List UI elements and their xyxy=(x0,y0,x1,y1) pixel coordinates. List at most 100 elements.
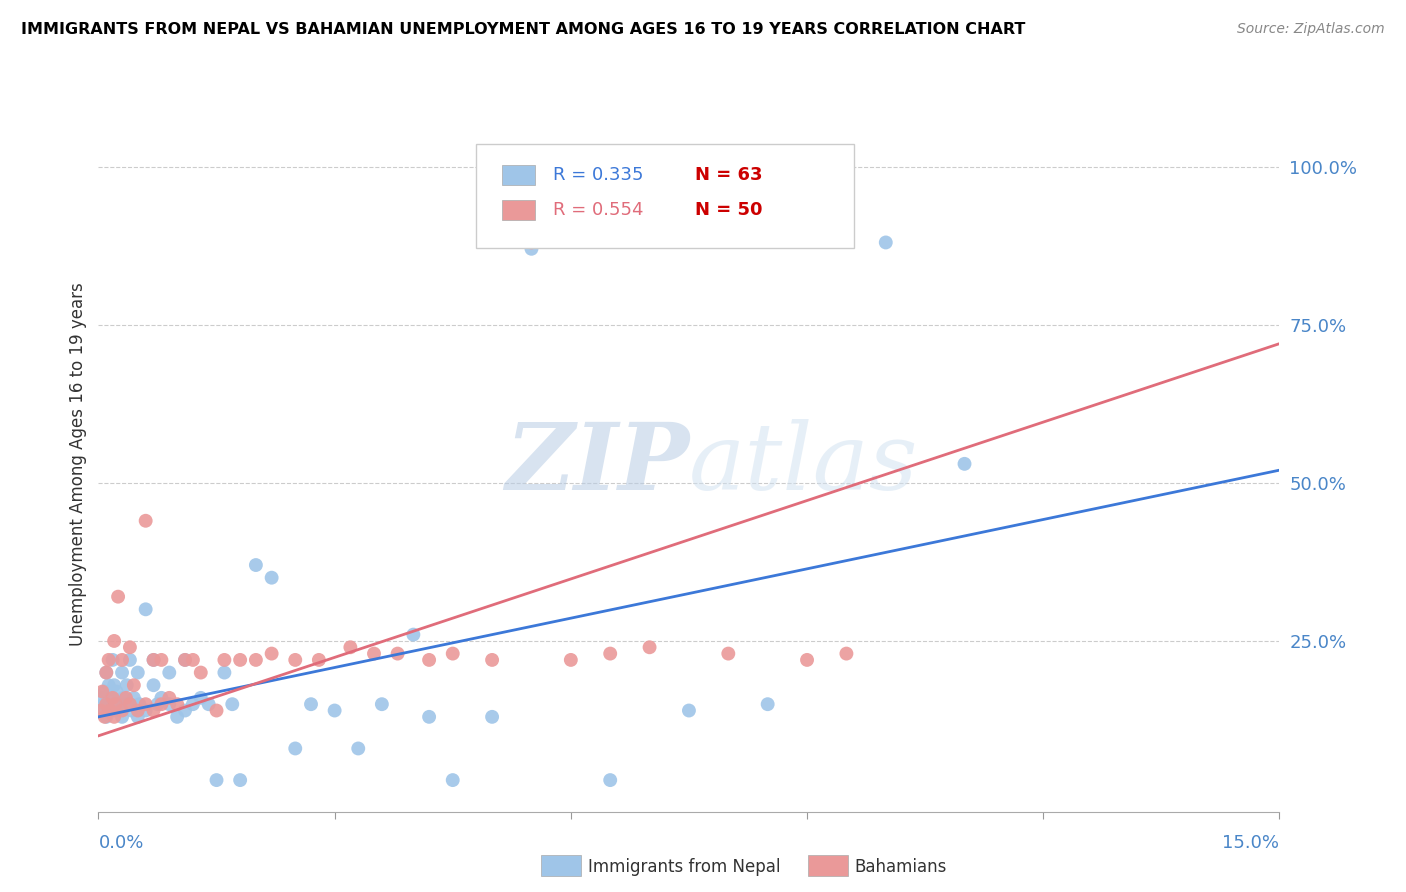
Point xyxy=(284,741,307,756)
Bar xyxy=(502,200,536,219)
Point xyxy=(205,704,228,718)
Point xyxy=(104,697,127,711)
Text: R = 0.335: R = 0.335 xyxy=(553,166,644,184)
Point xyxy=(112,690,135,705)
Point xyxy=(229,773,252,788)
Point xyxy=(142,704,165,718)
Point xyxy=(103,678,125,692)
Bar xyxy=(502,165,536,185)
Point xyxy=(174,653,197,667)
Point xyxy=(111,704,134,718)
Point xyxy=(98,704,121,718)
Point xyxy=(214,665,236,680)
Point xyxy=(560,653,582,667)
Point xyxy=(418,710,440,724)
Text: Immigrants from Nepal: Immigrants from Nepal xyxy=(588,858,780,876)
Text: 0.0%: 0.0% xyxy=(98,834,143,852)
Point xyxy=(221,697,243,711)
Point xyxy=(146,697,169,711)
Point xyxy=(157,665,180,680)
Point xyxy=(101,653,124,667)
Point xyxy=(418,653,440,667)
Point xyxy=(127,704,149,718)
Point xyxy=(111,710,134,724)
Point xyxy=(91,684,114,698)
Point xyxy=(284,653,307,667)
Point xyxy=(229,653,252,667)
Point xyxy=(142,678,165,692)
Point xyxy=(121,704,143,718)
Point xyxy=(205,773,228,788)
Point xyxy=(96,697,118,711)
Point xyxy=(128,697,150,711)
Point xyxy=(953,457,976,471)
FancyBboxPatch shape xyxy=(477,144,855,248)
Point xyxy=(363,647,385,661)
Point xyxy=(678,704,700,718)
Point xyxy=(105,684,128,698)
Point xyxy=(127,665,149,680)
Point xyxy=(104,697,127,711)
Point xyxy=(441,773,464,788)
Point xyxy=(122,678,145,692)
Point xyxy=(97,678,120,692)
Point xyxy=(245,558,267,572)
Point xyxy=(717,647,740,661)
Text: ZIP: ZIP xyxy=(505,419,689,508)
Point xyxy=(101,690,124,705)
Point xyxy=(150,697,173,711)
Text: N = 50: N = 50 xyxy=(695,201,762,219)
Point xyxy=(260,647,283,661)
Point xyxy=(197,697,219,711)
Point xyxy=(835,647,858,661)
Point xyxy=(181,697,204,711)
Point xyxy=(118,653,141,667)
Point xyxy=(214,653,236,667)
Point xyxy=(520,242,543,256)
Point xyxy=(599,647,621,661)
Point xyxy=(308,653,330,667)
Point xyxy=(638,640,661,655)
Point xyxy=(100,690,122,705)
Point xyxy=(174,704,197,718)
Point xyxy=(441,647,464,661)
Point xyxy=(245,653,267,667)
Point xyxy=(174,653,197,667)
Point xyxy=(118,697,141,711)
Point xyxy=(190,690,212,705)
Point xyxy=(135,514,157,528)
Point xyxy=(150,690,173,705)
Point xyxy=(127,710,149,724)
Point xyxy=(111,653,134,667)
Point xyxy=(103,634,125,648)
Text: R = 0.554: R = 0.554 xyxy=(553,201,644,219)
Point xyxy=(135,704,157,718)
Point xyxy=(118,640,141,655)
Point xyxy=(157,697,180,711)
Point xyxy=(103,704,125,718)
Point xyxy=(96,710,118,724)
Point xyxy=(323,704,346,718)
Point xyxy=(481,653,503,667)
Point xyxy=(875,235,897,250)
Point xyxy=(181,653,204,667)
Point xyxy=(796,653,818,667)
Point xyxy=(756,697,779,711)
Text: Source: ZipAtlas.com: Source: ZipAtlas.com xyxy=(1237,22,1385,37)
Point xyxy=(118,697,141,711)
Point xyxy=(90,704,112,718)
Point xyxy=(142,653,165,667)
Point xyxy=(190,665,212,680)
Text: atlas: atlas xyxy=(689,419,918,508)
Point xyxy=(97,697,120,711)
Point xyxy=(103,710,125,724)
Point xyxy=(142,653,165,667)
Point xyxy=(115,690,138,705)
Point xyxy=(98,704,121,718)
Text: Bahamians: Bahamians xyxy=(855,858,948,876)
Point xyxy=(96,665,118,680)
Point xyxy=(90,704,112,718)
Point xyxy=(599,773,621,788)
Point xyxy=(93,710,115,724)
Y-axis label: Unemployment Among Ages 16 to 19 years: Unemployment Among Ages 16 to 19 years xyxy=(69,282,87,646)
